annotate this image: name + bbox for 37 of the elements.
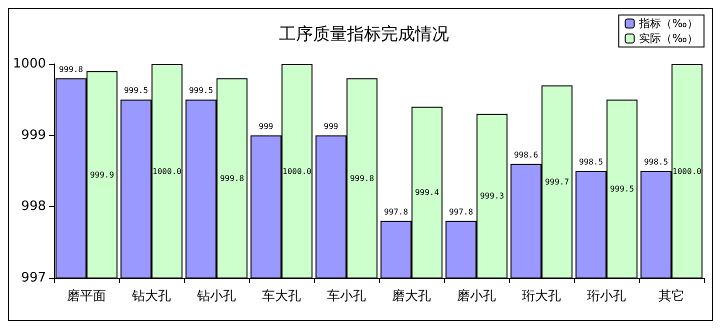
data-label: 999.8 — [220, 174, 244, 183]
data-label: 1000.0 — [282, 166, 312, 176]
x-tick-label: 其它 — [658, 288, 684, 304]
y-tick-label: 998 — [21, 199, 46, 214]
legend-label: 实际（‰） — [639, 32, 698, 45]
data-label: 999.9 — [90, 170, 114, 180]
x-tick-label: 钻小孔 — [196, 289, 236, 304]
data-label: 999 — [258, 122, 274, 131]
data-label: 998.5 — [578, 158, 604, 166]
data-label: 998.5 — [644, 158, 668, 166]
x-tick-label: 钻大孔 — [131, 289, 171, 304]
legend-label: 指标（‰） — [638, 17, 698, 30]
data-label: 999.8 — [350, 174, 374, 183]
data-label: 998.6 — [514, 150, 538, 160]
y-tick-label: 997 — [21, 270, 46, 286]
x-tick-label: 珩大孔 — [522, 289, 561, 304]
x-tick-label: 车小孔 — [327, 289, 366, 304]
y-tick-label: 1000 — [12, 56, 46, 72]
data-label: 999 — [324, 122, 338, 131]
y-tick-label: 999 — [21, 128, 46, 143]
data-label: 1000.0 — [672, 166, 702, 176]
x-tick-label: 珩小孔 — [587, 289, 626, 304]
data-label: 1000.0 — [152, 166, 182, 176]
x-tick-label: 车大孔 — [262, 289, 301, 304]
x-tick-label: 磨大孔 — [392, 289, 431, 304]
data-label: 999.5 — [124, 86, 148, 96]
data-label: 997.8 — [448, 207, 474, 216]
data-label: 999.4 — [414, 188, 440, 198]
data-label: 997.8 — [384, 207, 408, 216]
data-label: 999.5 — [188, 86, 214, 96]
chart-title: 工序质量指标完成情况 — [279, 24, 449, 44]
data-label: 999.5 — [610, 184, 634, 194]
data-label: 999.3 — [480, 192, 504, 201]
x-tick-label: 磨平面 — [67, 289, 106, 304]
data-label: 999.7 — [544, 177, 570, 186]
data-label: 999.8 — [58, 64, 84, 74]
x-tick-label: 磨小孔 — [457, 289, 496, 304]
